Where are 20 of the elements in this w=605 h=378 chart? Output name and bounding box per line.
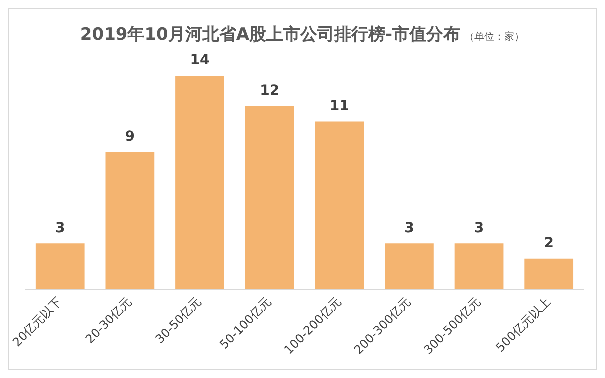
bar bbox=[385, 244, 434, 290]
data-label: 3 bbox=[55, 220, 66, 236]
data-label: 3 bbox=[474, 220, 484, 236]
data-label: 3 bbox=[404, 220, 414, 236]
x-tick-label: 500亿元以上 bbox=[493, 294, 554, 355]
bar bbox=[245, 106, 294, 290]
data-label: 11 bbox=[330, 98, 350, 114]
data-label: 9 bbox=[125, 128, 136, 145]
chart-title: 2019年10月河北省A股上市公司排行榜-市值分布 bbox=[80, 25, 461, 45]
chart-subtitle: （单位：家） bbox=[464, 32, 525, 43]
bar bbox=[524, 258, 574, 290]
data-label: 12 bbox=[260, 83, 280, 100]
x-tick-label: 20亿元以下 bbox=[10, 294, 65, 350]
bar bbox=[106, 152, 155, 290]
bar bbox=[315, 122, 364, 290]
bar bbox=[454, 244, 504, 290]
data-label: 2 bbox=[544, 236, 554, 252]
bar bbox=[36, 244, 85, 290]
bar bbox=[176, 76, 224, 290]
data-label: 14 bbox=[190, 52, 210, 69]
